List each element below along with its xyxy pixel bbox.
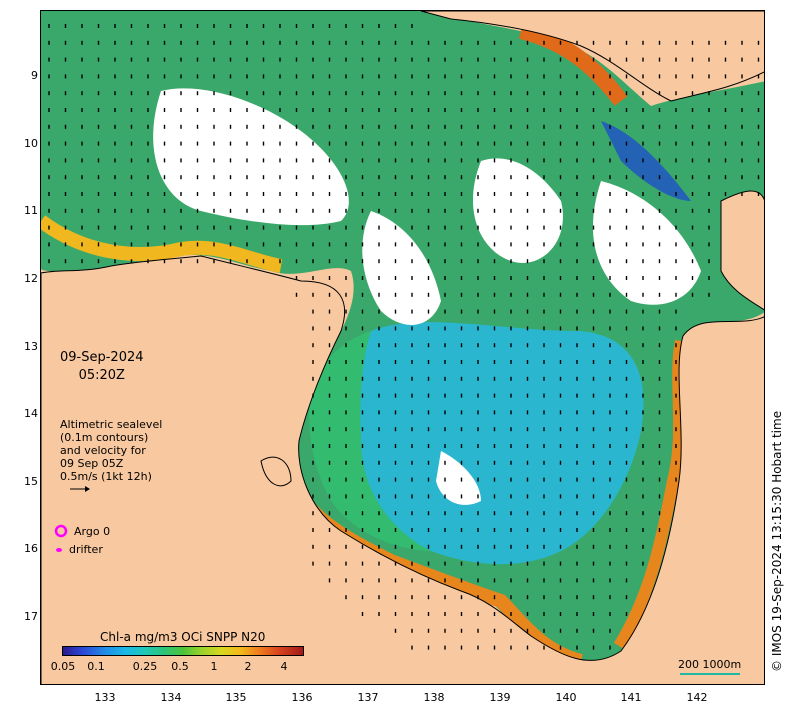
gulf-core-blue	[360, 322, 644, 565]
coastal-band-north	[41, 215, 283, 273]
depth-contour-label: 200 1000m	[678, 658, 742, 671]
date-text: 09-Sep-2024	[60, 350, 144, 365]
lon-tick-138: 138	[423, 691, 445, 704]
lon-tick-133: 133	[94, 691, 116, 704]
argo-circle-icon	[54, 524, 68, 538]
chlorophyll-colorbar	[62, 646, 304, 656]
cloud-area-1	[153, 88, 349, 226]
colorbar-tick-0-25: 0.25	[132, 660, 158, 673]
land-new-guinea	[420, 11, 764, 102]
lat-tick-15: 15	[24, 475, 38, 488]
lon-tick-134: 134	[160, 691, 182, 704]
land-cape-york-tip	[720, 190, 764, 311]
lat-tick-10: 10	[24, 137, 38, 150]
cloud-area-3	[592, 181, 701, 305]
coast-gove-peninsula	[260, 456, 292, 487]
colorbar-tick-4: 4	[280, 660, 288, 673]
lon-tick-136: 136	[291, 691, 313, 704]
lat-tick-16: 16	[24, 542, 38, 555]
lon-tick-139: 139	[489, 691, 511, 704]
lat-tick-17: 17	[24, 610, 38, 623]
lat-tick-11: 11	[24, 204, 38, 217]
lat-tick-12: 12	[24, 272, 38, 285]
depth-contour-swatch	[680, 673, 740, 675]
argo-legend-item: Argo 0	[54, 524, 110, 538]
lat-tick-13: 13	[24, 340, 38, 353]
lon-tick-140: 140	[555, 691, 577, 704]
lon-tick-135: 135	[225, 691, 247, 704]
colorbar-tick-1: 1	[210, 660, 218, 673]
colorbar-tick-0-05: 0.05	[50, 660, 76, 673]
sealevel-line-3: and velocity for	[60, 444, 146, 457]
colorbar-tick-0-1: 0.1	[87, 660, 105, 673]
date-time-label: 09-Sep-2024 05:20Z	[60, 349, 144, 385]
velocity-vectors	[48, 24, 760, 650]
coastal-band-northeast	[518, 23, 628, 106]
drifter-label: drifter	[69, 543, 103, 556]
sealevel-line-5: 0.5m/s (1kt 12h)	[60, 470, 152, 483]
colorbar-tick-2: 2	[244, 660, 252, 673]
cloud-area-4	[362, 211, 441, 325]
sealevel-line-4: 09 Sep 05Z	[60, 457, 124, 470]
argo-label: Argo 0	[74, 524, 111, 538]
colorbar-tick-0-5: 0.5	[171, 660, 189, 673]
cloud-area-2	[472, 158, 563, 263]
map-panel	[40, 10, 765, 685]
lat-tick-9: 9	[31, 69, 38, 82]
imos-credit: © IMOS 19-Sep-2024 13:15:30 Hobart time	[770, 410, 784, 672]
lon-tick-141: 141	[620, 691, 642, 704]
lon-tick-142: 142	[686, 691, 708, 704]
velocity-scale-arrow-icon	[70, 486, 90, 492]
sealevel-legend: Altimetric sealevel (0.1m contours) and …	[60, 418, 162, 493]
colorbar-title: Chl-a mg/m3 OCi SNPP N20	[100, 630, 266, 644]
land-australia	[41, 255, 764, 684]
chlorophyll-map	[41, 11, 764, 684]
coastal-band-east	[613, 339, 687, 650]
sealevel-line-2: (0.1m contours)	[60, 431, 149, 444]
lat-tick-14: 14	[24, 407, 38, 420]
torres-blue-patch	[601, 121, 691, 201]
lon-tick-137: 137	[357, 691, 379, 704]
drifter-marker-icon	[56, 547, 62, 552]
time-text: 05:20Z	[78, 368, 125, 383]
gulf-margin-green	[309, 331, 431, 551]
cloud-area-5	[436, 451, 481, 505]
drifter-legend-item: drifter	[54, 543, 103, 556]
sealevel-line-1: Altimetric sealevel	[60, 418, 163, 431]
